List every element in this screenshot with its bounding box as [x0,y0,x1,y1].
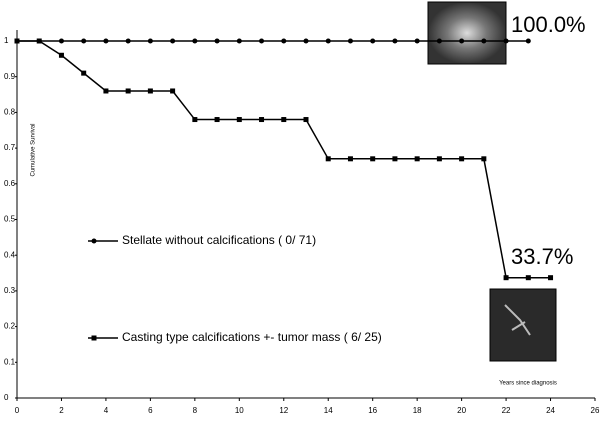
data-point [58,52,64,58]
data-point [459,156,465,162]
legend-marker [91,335,97,341]
y-tick-label: 0.8 [4,108,16,117]
data-point [525,38,531,44]
y-axis-label: Cumulative Survival [31,123,37,176]
data-point [414,156,420,162]
data-point [259,117,265,123]
x-tick-label: 2 [59,406,64,415]
y-tick-label: 0.4 [4,250,16,259]
data-point [214,117,220,123]
legend-label: Casting type calcifications +- tumor mas… [122,330,382,344]
legend-label: Stellate without calcifications ( 0/ 71) [122,233,316,247]
x-tick-label: 4 [104,406,109,415]
x-tick-label: 10 [235,406,244,415]
data-point [281,38,287,44]
x-tick-label: 26 [591,406,600,415]
data-point [214,38,220,44]
data-point [125,88,131,94]
data-point [281,117,287,123]
x-tick-label: 18 [413,406,422,415]
data-point [503,275,509,281]
data-point [103,38,109,44]
x-tick-label: 6 [148,406,153,415]
data-point [81,70,87,76]
y-tick-label: 0.7 [4,143,16,152]
x-tick-label: 16 [368,406,377,415]
data-point [147,88,153,94]
data-point [147,38,153,44]
data-point [414,38,420,44]
data-point [325,156,331,162]
data-point [370,38,376,44]
data-point [192,117,198,123]
data-point [503,38,509,44]
data-point [525,275,531,281]
data-point [58,38,64,44]
data-point [392,156,398,162]
data-point [303,38,309,44]
annotation: 100.0% [511,12,586,37]
x-tick-label: 14 [324,406,333,415]
y-tick-label: 0.2 [4,322,16,331]
annotation: 33.7% [511,244,573,269]
data-point [481,156,487,162]
data-point [481,38,487,44]
x-axis-label: Years since diagnosis [499,381,557,387]
x-tick-label: 20 [457,406,466,415]
data-point [370,156,376,162]
x-tick-label: 12 [279,406,288,415]
data-point [259,38,265,44]
x-tick-label: 22 [502,406,511,415]
y-tick-label: 0.9 [4,72,16,81]
data-point [436,38,442,44]
data-point [347,156,353,162]
y-tick-label: 1 [4,36,9,45]
data-point [548,275,554,281]
data-point [325,38,331,44]
data-point [170,88,176,94]
data-point [236,117,242,123]
data-point [14,38,20,44]
x-tick-label: 24 [546,406,555,415]
data-point [303,117,309,123]
y-tick-label: 0.3 [4,286,16,295]
x-tick-label: 0 [15,406,20,415]
data-point [36,38,42,44]
y-tick-label: 0.5 [4,215,16,224]
thumbnail-stellate [427,1,507,65]
data-point [392,38,398,44]
data-point [125,38,131,44]
data-point [192,38,198,44]
data-point [103,88,109,94]
data-point [170,38,176,44]
data-point [459,38,465,44]
thumbnail-detail [504,304,531,336]
data-point [347,38,353,44]
data-point [436,156,442,162]
legend-marker [91,238,97,244]
data-point [81,38,87,44]
y-tick-label: 0.6 [4,179,16,188]
data-point [236,38,242,44]
x-tick-label: 8 [193,406,198,415]
y-tick-label: 0.1 [4,357,16,366]
y-tick-label: 0 [4,393,9,402]
